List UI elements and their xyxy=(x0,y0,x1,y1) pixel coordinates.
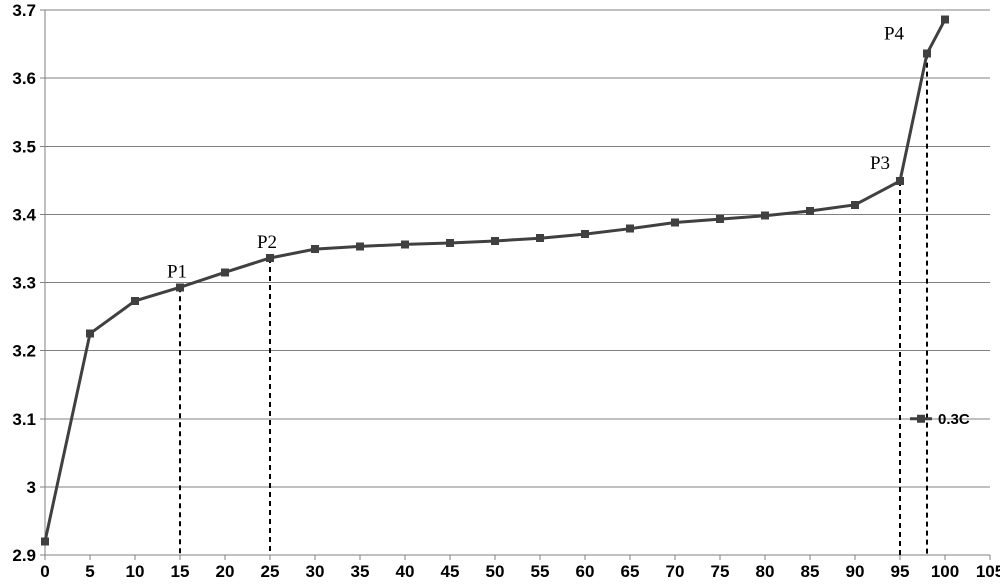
series-marker xyxy=(581,230,589,238)
series-marker xyxy=(671,219,679,227)
xtick-label: 100 xyxy=(931,562,959,581)
legend-label: 0.3C xyxy=(938,411,970,428)
xtick-label: 0 xyxy=(40,562,49,581)
series-marker xyxy=(923,50,931,58)
xtick-label: 35 xyxy=(351,562,370,581)
series-marker xyxy=(761,212,769,220)
xtick-label: 50 xyxy=(486,562,505,581)
series-marker xyxy=(491,237,499,245)
xtick-label: 20 xyxy=(216,562,235,581)
xtick-label: 55 xyxy=(531,562,550,581)
chart-svg: 0 5 10 15 20 25 30 35 40 45 50 55 60 65 70 75 80 85 90 95 10… xyxy=(0,0,1000,585)
series-marker xyxy=(716,215,724,223)
series-marker xyxy=(176,283,184,291)
xtick-label: 60 xyxy=(576,562,595,581)
series-marker xyxy=(401,240,409,248)
annotation-label: P3 xyxy=(870,153,890,174)
ytick-label: 3.7 xyxy=(12,1,36,20)
ytick-label: 3 xyxy=(27,478,36,497)
series-marker xyxy=(266,254,274,262)
chart-bg xyxy=(0,0,1000,585)
legend-marker-icon xyxy=(917,415,925,423)
ytick-label: 3.4 xyxy=(12,205,36,224)
chart-container: 0 5 10 15 20 25 30 35 40 45 50 55 60 65 70 75 80 85 90 95 10… xyxy=(0,0,1000,585)
ytick-label: 3.1 xyxy=(12,410,36,429)
xtick-label: 30 xyxy=(306,562,325,581)
series-marker xyxy=(446,239,454,247)
xtick-label: 5 xyxy=(85,562,94,581)
ytick-label: 3.2 xyxy=(12,342,36,361)
series-marker xyxy=(356,242,364,250)
series-marker xyxy=(896,177,904,185)
xtick-label: 75 xyxy=(711,562,730,581)
xtick-label: 70 xyxy=(666,562,685,581)
xtick-label: 45 xyxy=(441,562,460,581)
series-marker xyxy=(86,330,94,338)
xtick-label: 85 xyxy=(801,562,820,581)
series-marker xyxy=(941,16,949,24)
xtick-label: 25 xyxy=(261,562,280,581)
xtick-label: 90 xyxy=(846,562,865,581)
ytick-label: 3.3 xyxy=(12,274,36,293)
annotation-label: P2 xyxy=(257,232,277,253)
series-marker xyxy=(626,225,634,233)
xtick-label: 40 xyxy=(396,562,415,581)
series-marker xyxy=(536,234,544,242)
annotation-label: P4 xyxy=(884,24,905,45)
xtick-label: 10 xyxy=(126,562,145,581)
ytick-label: 3.6 xyxy=(12,69,36,88)
annotation-label: P1 xyxy=(167,261,187,282)
xtick-label: 15 xyxy=(171,562,190,581)
series-marker xyxy=(131,297,139,305)
xtick-label: 65 xyxy=(621,562,640,581)
xtick-label: 80 xyxy=(756,562,775,581)
series-marker xyxy=(41,537,49,545)
xtick-label: 95 xyxy=(891,562,910,581)
ytick-label: 2.9 xyxy=(12,546,36,565)
series-marker xyxy=(311,245,319,253)
series-marker xyxy=(221,268,229,276)
ytick-label: 3.5 xyxy=(12,137,36,156)
series-marker xyxy=(806,207,814,215)
series-marker xyxy=(851,201,859,209)
xtick-label: 105 xyxy=(976,562,1000,581)
